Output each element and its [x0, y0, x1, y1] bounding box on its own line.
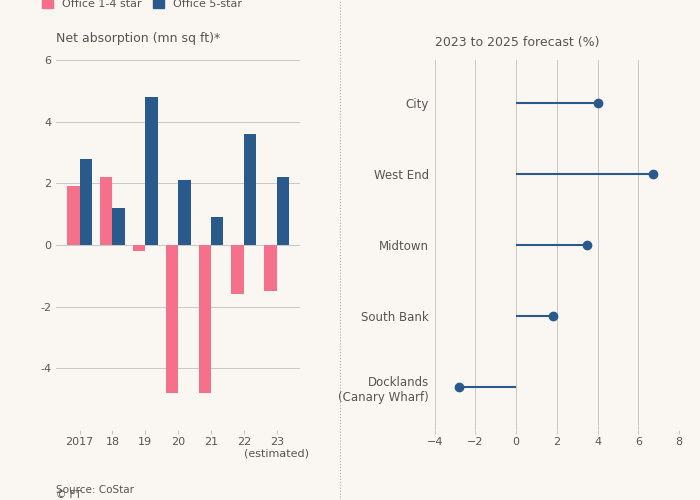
- Text: 2023 to 2025 forecast (%): 2023 to 2025 forecast (%): [435, 36, 599, 49]
- Bar: [133, 245, 146, 251]
- Bar: [276, 177, 289, 245]
- Bar: [67, 186, 80, 245]
- Bar: [146, 97, 158, 245]
- Bar: [232, 245, 244, 294]
- Text: © FT: © FT: [56, 490, 81, 500]
- Bar: [166, 245, 179, 393]
- Text: Source: CoStar: Source: CoStar: [56, 485, 134, 495]
- Bar: [100, 177, 113, 245]
- Bar: [244, 134, 256, 245]
- Bar: [211, 217, 223, 245]
- Bar: [199, 245, 211, 393]
- Bar: [113, 208, 125, 245]
- Text: Net absorption (mn sq ft)*: Net absorption (mn sq ft)*: [56, 32, 220, 45]
- Bar: [80, 158, 92, 245]
- Bar: [264, 245, 276, 291]
- Legend: Office 1-4 star, Office 5-star: Office 1-4 star, Office 5-star: [42, 0, 241, 10]
- Bar: [178, 180, 190, 245]
